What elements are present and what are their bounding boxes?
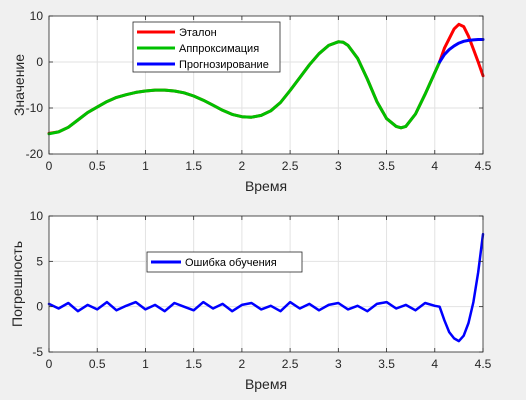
y-axis-label: Значение <box>11 54 27 116</box>
y-tick-label: -20 <box>26 147 44 161</box>
y-tick-label: 5 <box>36 254 43 268</box>
series-line-1 <box>47 40 442 136</box>
x-tick-label: 4.5 <box>475 159 492 173</box>
series-line-2 <box>438 38 485 64</box>
x-tick-label: 0.5 <box>89 159 106 173</box>
y-tick-label: 0 <box>36 55 43 69</box>
x-tick-label: 2.5 <box>282 159 299 173</box>
y-axis-label: Погрешность <box>9 241 25 327</box>
x-tick-label: 3 <box>335 357 342 371</box>
axes-box <box>48 15 484 155</box>
series-line-0 <box>47 232 485 343</box>
x-tick-label: 1 <box>142 159 149 173</box>
x-tick-label: 1.5 <box>185 357 202 371</box>
legend-box <box>146 251 303 273</box>
legend-label-0: Ошибка обучения <box>185 257 277 269</box>
x-tick-label: 1.5 <box>185 159 202 173</box>
x-tick-label: 1 <box>142 357 149 371</box>
x-tick-label: 4 <box>431 357 438 371</box>
x-tick-label: 3.5 <box>378 159 395 173</box>
x-tick-label: 2 <box>239 159 246 173</box>
axes-box <box>48 215 484 353</box>
x-tick-label: 4 <box>431 159 438 173</box>
x-tick-label: 2 <box>239 357 246 371</box>
plot-area <box>49 216 483 352</box>
x-tick-label: 4.5 <box>475 357 492 371</box>
legend-label-0: Эталон <box>179 27 217 39</box>
top-chart: 0 0.5 1 1.5 2 2.5 3 3.5 4 4.5 -20 -10 0 10 Время Значен… <box>11 9 492 194</box>
legend: Ошибка обучения <box>146 251 303 273</box>
legend: Эталон Аппроксимация Прогнозирование <box>132 21 281 73</box>
x-tick-label: 2.5 <box>282 357 299 371</box>
y-tick-label: 10 <box>30 209 44 223</box>
y-tick-label: -10 <box>26 101 44 115</box>
bottom-chart: 0 0.5 1 1.5 2 2.5 3 3.5 4 4.5-50510ВремяПогрешнос… <box>9 209 492 392</box>
x-tick-label: 0 <box>46 357 53 371</box>
x-tick-label: 3 <box>335 159 342 173</box>
x-axis-label: Время <box>245 178 287 194</box>
y-tick-label: -5 <box>32 345 43 359</box>
legend-label-2: Прогнозирование <box>179 59 269 71</box>
legend-label-1: Аппроксимация <box>179 43 259 55</box>
x-tick-label: 3.5 <box>378 357 395 371</box>
y-tick-label: 10 <box>30 9 44 23</box>
y-tick-label: 0 <box>36 300 43 314</box>
x-tick-label: 0.5 <box>89 357 106 371</box>
x-axis-label: Время <box>245 376 287 392</box>
x-tick-label: 0 <box>46 159 53 173</box>
